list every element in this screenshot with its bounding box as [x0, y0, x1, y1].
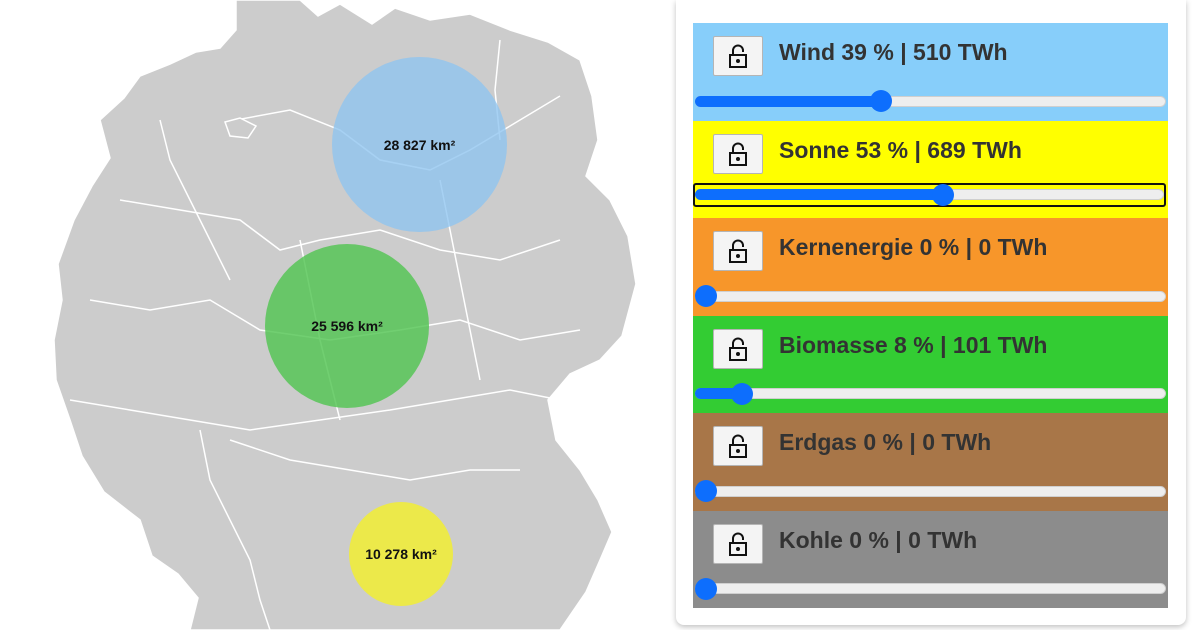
source-row-solar: Sonne 53 % | 689 TWh	[693, 120, 1168, 218]
slider-fill	[695, 189, 943, 200]
share-slider[interactable]	[695, 480, 1166, 502]
lock-button[interactable]	[713, 133, 763, 174]
source-label: Erdgas 0 % | 0 TWh	[779, 429, 992, 455]
unlock-icon	[729, 434, 747, 458]
area-circle-solar: 25 596 km²	[265, 244, 429, 408]
source-label: Kohle 0 % | 0 TWh	[779, 526, 978, 553]
unlock-icon	[729, 532, 747, 556]
share-slider[interactable]	[693, 182, 1166, 207]
share-slider[interactable]	[695, 90, 1166, 112]
unlock-icon	[729, 337, 747, 361]
slider-track	[695, 583, 1166, 594]
share-slider[interactable]	[695, 577, 1166, 600]
area-circle-biomass: 10 278 km²	[349, 502, 453, 606]
slider-fill	[695, 388, 742, 399]
lock-button[interactable]	[713, 426, 763, 466]
unlock-icon	[729, 239, 747, 263]
slider-thumb[interactable]	[931, 183, 954, 206]
lock-button[interactable]	[713, 328, 763, 369]
energy-source-list: Wind 39 % | 510 TWh Sonne 53 % | 689 TWh	[693, 23, 1168, 608]
slider-fill	[695, 95, 882, 107]
area-circle-wind: 28 827 km²	[332, 57, 507, 232]
unlock-icon	[729, 44, 747, 68]
slider-track	[695, 388, 1166, 399]
slider-thumb[interactable]	[870, 90, 893, 112]
area-label: 10 278 km²	[365, 546, 437, 562]
slider-thumb[interactable]	[695, 285, 717, 307]
source-label: Biomasse 8 % | 101 TWh	[779, 331, 1048, 358]
slider-track	[695, 290, 1166, 302]
source-row-coal: Kohle 0 % | 0 TWh	[693, 510, 1168, 608]
slider-thumb[interactable]	[730, 382, 753, 405]
area-label: 28 827 km²	[383, 136, 456, 153]
source-label: Wind 39 % | 510 TWh	[779, 39, 1008, 65]
area-label: 25 596 km²	[311, 318, 383, 334]
unlock-icon	[729, 142, 747, 166]
source-row-gas: Erdgas 0 % | 0 TWh	[693, 413, 1168, 511]
slider-thumb[interactable]	[695, 577, 717, 600]
lock-button[interactable]	[713, 231, 763, 271]
source-row-biomass: Biomasse 8 % | 101 TWh	[693, 315, 1168, 413]
germany-map: 28 827 km² 25 596 km² 10 278 km²	[53, 0, 637, 630]
share-slider[interactable]	[695, 285, 1166, 307]
energy-mix-panel: Wind 39 % | 510 TWh Sonne 53 % | 689 TWh	[676, 0, 1186, 625]
lock-button[interactable]	[713, 523, 763, 564]
source-label: Kernenergie 0 % | 0 TWh	[779, 234, 1048, 260]
source-row-wind: Wind 39 % | 510 TWh	[693, 23, 1168, 121]
slider-thumb[interactable]	[695, 480, 717, 502]
share-slider[interactable]	[695, 382, 1166, 405]
source-row-nuclear: Kernenergie 0 % | 0 TWh	[693, 218, 1168, 316]
source-label: Sonne 53 % | 689 TWh	[779, 136, 1022, 163]
lock-button[interactable]	[713, 36, 763, 76]
slider-track	[695, 485, 1166, 497]
